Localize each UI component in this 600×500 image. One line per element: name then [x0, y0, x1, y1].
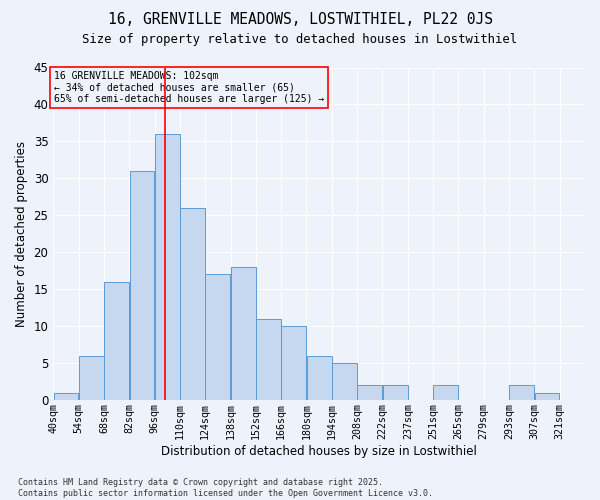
Bar	[130, 171, 154, 400]
Bar	[53, 393, 79, 400]
Bar	[155, 134, 179, 400]
Text: Size of property relative to detached houses in Lostwithiel: Size of property relative to detached ho…	[82, 32, 518, 46]
Bar	[358, 386, 382, 400]
Text: 16, GRENVILLE MEADOWS, LOSTWITHIEL, PL22 0JS: 16, GRENVILLE MEADOWS, LOSTWITHIEL, PL22…	[107, 12, 493, 28]
Bar	[509, 386, 534, 400]
X-axis label: Distribution of detached houses by size in Lostwithiel: Distribution of detached houses by size …	[161, 444, 477, 458]
Bar	[205, 274, 230, 400]
Text: 16 GRENVILLE MEADOWS: 102sqm
← 34% of detached houses are smaller (65)
65% of se: 16 GRENVILLE MEADOWS: 102sqm ← 34% of de…	[54, 71, 325, 104]
Bar	[180, 208, 205, 400]
Bar	[104, 282, 129, 400]
Bar	[535, 393, 559, 400]
Text: Contains HM Land Registry data © Crown copyright and database right 2025.
Contai: Contains HM Land Registry data © Crown c…	[18, 478, 433, 498]
Bar	[307, 356, 332, 400]
Bar	[79, 356, 104, 400]
Bar	[433, 386, 458, 400]
Y-axis label: Number of detached properties: Number of detached properties	[15, 141, 28, 327]
Bar	[231, 267, 256, 400]
Bar	[256, 319, 281, 400]
Bar	[383, 386, 407, 400]
Bar	[332, 363, 357, 400]
Bar	[281, 326, 306, 400]
